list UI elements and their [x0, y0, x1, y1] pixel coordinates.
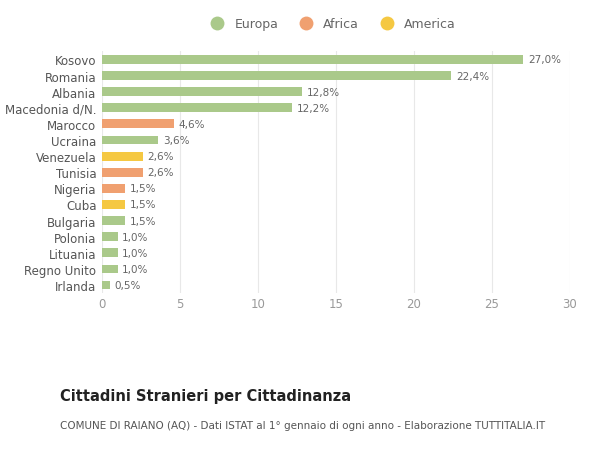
Text: 3,6%: 3,6% — [163, 136, 190, 146]
Bar — [102, 217, 125, 225]
Bar — [102, 233, 118, 241]
Bar — [102, 185, 125, 193]
Text: 12,8%: 12,8% — [307, 88, 340, 97]
Text: 27,0%: 27,0% — [528, 55, 561, 65]
Text: 2,6%: 2,6% — [147, 168, 174, 178]
Bar — [102, 72, 451, 81]
Text: 1,5%: 1,5% — [130, 184, 157, 194]
Text: 1,0%: 1,0% — [122, 248, 149, 258]
Bar — [102, 249, 118, 257]
Bar — [102, 265, 118, 274]
Bar — [102, 120, 174, 129]
Bar — [102, 56, 523, 65]
Text: Cittadini Stranieri per Cittadinanza: Cittadini Stranieri per Cittadinanza — [60, 388, 351, 403]
Text: 0,5%: 0,5% — [115, 280, 141, 291]
Legend: Europa, Africa, America: Europa, Africa, America — [199, 13, 461, 36]
Bar — [102, 201, 125, 209]
Text: 2,6%: 2,6% — [147, 152, 174, 162]
Bar — [102, 168, 143, 177]
Text: 12,2%: 12,2% — [297, 104, 330, 113]
Text: 22,4%: 22,4% — [456, 71, 489, 81]
Text: 1,5%: 1,5% — [130, 216, 157, 226]
Bar — [102, 281, 110, 290]
Bar — [102, 104, 292, 113]
Text: 1,5%: 1,5% — [130, 200, 157, 210]
Bar — [102, 88, 302, 97]
Text: 1,0%: 1,0% — [122, 264, 149, 274]
Bar — [102, 136, 158, 145]
Text: COMUNE DI RAIANO (AQ) - Dati ISTAT al 1° gennaio di ogni anno - Elaborazione TUT: COMUNE DI RAIANO (AQ) - Dati ISTAT al 1°… — [60, 420, 545, 430]
Text: 4,6%: 4,6% — [178, 120, 205, 129]
Text: 1,0%: 1,0% — [122, 232, 149, 242]
Bar — [102, 152, 143, 161]
